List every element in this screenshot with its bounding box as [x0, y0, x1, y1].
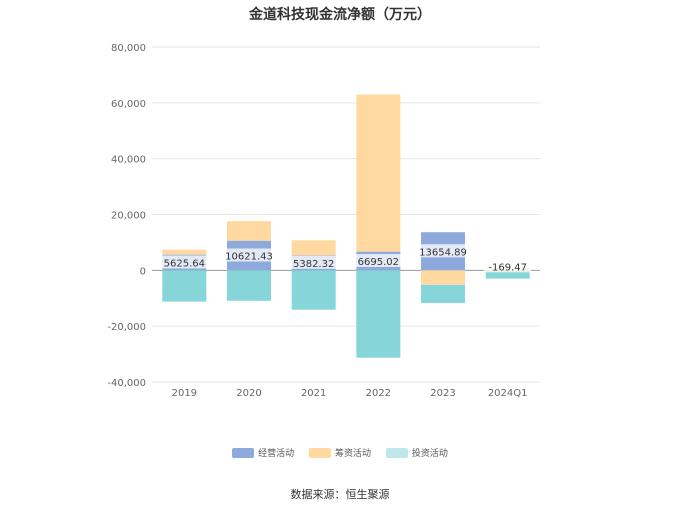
bar-investing: [485, 270, 530, 279]
data-label: -169.47: [488, 262, 527, 273]
bar-financing: [227, 221, 271, 241]
y-tick-label: 60,000: [111, 99, 146, 110]
data-label-bg: [483, 259, 532, 273]
legend-swatch-investing: [385, 447, 408, 458]
x-tick-label: 2021: [301, 388, 326, 399]
y-tick-label: 0: [140, 266, 146, 277]
legend-label-investing: 投资活动: [411, 449, 448, 459]
data-label-bg: [354, 253, 403, 267]
data-label: 5625.64: [164, 258, 205, 269]
legend-swatch-operating: [232, 447, 255, 458]
data-label: 5382.32: [293, 259, 334, 270]
y-tick-label: 40,000: [111, 155, 146, 166]
y-tick-label: -20,000: [107, 322, 146, 333]
bar-investing: [421, 284, 465, 303]
legend-item-operating[interactable]: 经营活动: [232, 446, 294, 459]
x-tick-label: 2024Q1: [488, 388, 528, 399]
y-tick-label: -40,000: [107, 378, 146, 389]
data-label-bg: [160, 255, 209, 269]
bar-investing: [291, 270, 336, 310]
bar-financing: [421, 270, 465, 285]
x-tick-label: 2020: [236, 388, 261, 399]
legend-swatch-financing: [308, 447, 331, 458]
chart-legend: 经营活动 筹资活动 投资活动: [0, 446, 680, 461]
data-label-bg: [222, 248, 276, 262]
data-label-bg: [289, 255, 338, 269]
x-tick-label: 2019: [172, 388, 197, 399]
x-tick-label: 2022: [366, 388, 391, 399]
data-label: 10621.43: [225, 252, 273, 263]
legend-label-financing: 筹资活动: [334, 449, 371, 459]
legend-item-investing[interactable]: 投资活动: [385, 446, 448, 459]
data-label-bg: [416, 244, 470, 258]
chart-title: 金道科技现金流净额（万元）: [249, 7, 431, 23]
bar-financing: [291, 240, 336, 256]
legend-label-operating: 经营活动: [258, 449, 295, 459]
legend-item-financing[interactable]: 筹资活动: [308, 446, 371, 459]
data-source: 数据来源：恒生聚源: [290, 488, 390, 501]
bar-investing: [356, 270, 401, 358]
data-label: 13654.89: [419, 247, 467, 258]
y-tick-label: 80,000: [111, 43, 146, 54]
chart-plot: 80,000 60,000 40,000 20,000 0 -20,000 -40,000 2…: [107, 43, 540, 399]
bar-investing: [162, 270, 207, 302]
data-label: 6695.02: [358, 257, 399, 268]
x-tick-label: 2023: [430, 388, 455, 399]
bar-financing: [162, 249, 207, 255]
bar-investing: [227, 270, 271, 301]
bar-financing: [356, 94, 401, 252]
y-tick-label: 20,000: [111, 211, 146, 222]
